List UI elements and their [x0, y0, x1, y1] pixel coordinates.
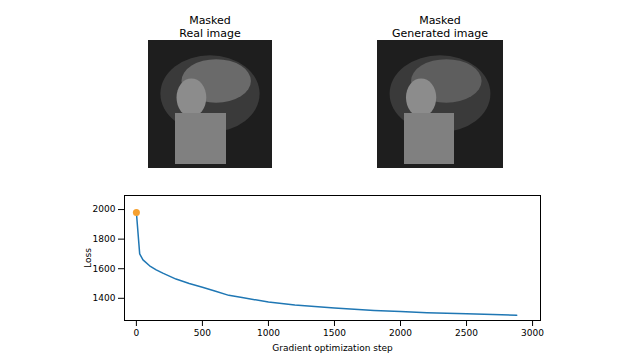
svg-text:1800: 1800	[93, 234, 116, 244]
html-text:Real image: Real image	[179, 27, 241, 40]
svg-text:Gradient optimization step: Gradient optimization step	[272, 343, 393, 353]
svg-text:0: 0	[134, 328, 140, 338]
svg-text:1400: 1400	[93, 293, 116, 303]
html-text:Masked: Masked	[189, 14, 231, 27]
svg-text:1000: 1000	[257, 328, 280, 338]
svg-text:1500: 1500	[323, 328, 346, 338]
svg-text:2500: 2500	[455, 328, 478, 338]
html-text:Generated image: Generated image	[391, 27, 489, 40]
html-text:Masked: Masked	[419, 14, 461, 27]
svg-text:2000: 2000	[93, 204, 116, 214]
svg-text:2000: 2000	[389, 328, 412, 338]
svg-text:Loss: Loss	[83, 248, 93, 268]
svg-text:500: 500	[194, 328, 211, 338]
svg-text:1600: 1600	[93, 264, 116, 274]
svg-text:3000: 3000	[521, 328, 544, 338]
